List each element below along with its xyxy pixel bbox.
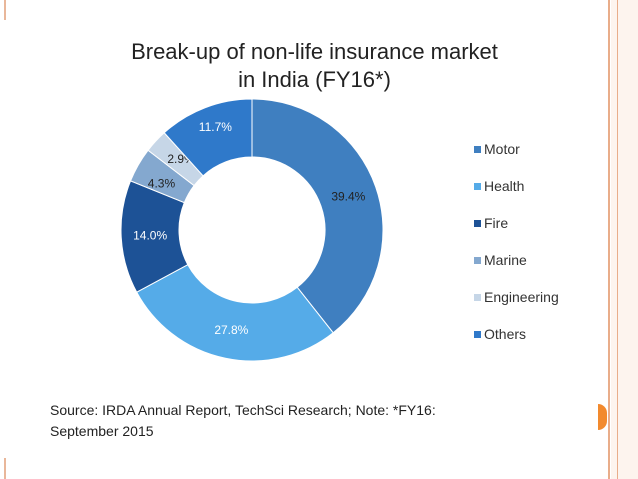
- legend-swatch: [474, 183, 481, 190]
- slice-label-marine: 4.3%: [148, 176, 176, 190]
- legend-item-others: Others: [474, 326, 559, 363]
- legend-label: Health: [484, 178, 525, 194]
- legend-label: Marine: [484, 252, 527, 268]
- legend-swatch: [474, 331, 481, 338]
- slice-label-motor: 39.4%: [331, 190, 365, 204]
- legend-swatch: [474, 220, 481, 227]
- left-rule-bottom: [4, 458, 6, 479]
- slice-label-health: 27.8%: [214, 323, 248, 337]
- legend-label: Fire: [484, 215, 509, 231]
- legend-item-motor: Motor: [474, 141, 559, 178]
- legend-item-engineering: Engineering: [474, 289, 559, 326]
- chart-title-line-2: in India (FY16*): [238, 67, 391, 92]
- donut-slice-motor: [251, 98, 384, 334]
- legend-swatch: [474, 257, 481, 264]
- slice-label-fire: 14.0%: [133, 229, 167, 243]
- source-note: Source: IRDA Annual Report, TechSci Rese…: [50, 400, 590, 442]
- donut-chart: 39.4%27.8%14.0%4.3%2.9%11.7%: [120, 98, 384, 362]
- right-side-panel: [611, 0, 638, 479]
- source-line-1: Source: IRDA Annual Report, TechSci Rese…: [50, 402, 436, 418]
- donut-slice-health: [136, 263, 334, 362]
- chart-card: Break-up of non-life insurance market in…: [37, 20, 592, 374]
- donut-slice-others: [163, 98, 253, 177]
- right-rule-line: [608, 0, 610, 479]
- legend-label: Engineering: [484, 289, 559, 305]
- legend-label: Motor: [484, 141, 520, 157]
- chart-title: Break-up of non-life insurance market in…: [37, 38, 592, 94]
- chart-legend: Motor Health Fire Marine Engineering Others: [474, 141, 559, 363]
- left-rule-top: [4, 0, 6, 20]
- legend-swatch: [474, 146, 481, 153]
- legend-item-health: Health: [474, 178, 559, 215]
- chart-title-line-1: Break-up of non-life insurance market: [131, 39, 498, 64]
- right-rule-line-thin: [617, 0, 618, 479]
- legend-item-fire: Fire: [474, 215, 559, 252]
- slice-label-others: 11.7%: [199, 120, 232, 134]
- legend-item-marine: Marine: [474, 252, 559, 289]
- legend-swatch: [474, 294, 481, 301]
- source-line-2: September 2015: [50, 423, 154, 439]
- legend-label: Others: [484, 326, 527, 342]
- slide-bullet-marker: [598, 404, 607, 430]
